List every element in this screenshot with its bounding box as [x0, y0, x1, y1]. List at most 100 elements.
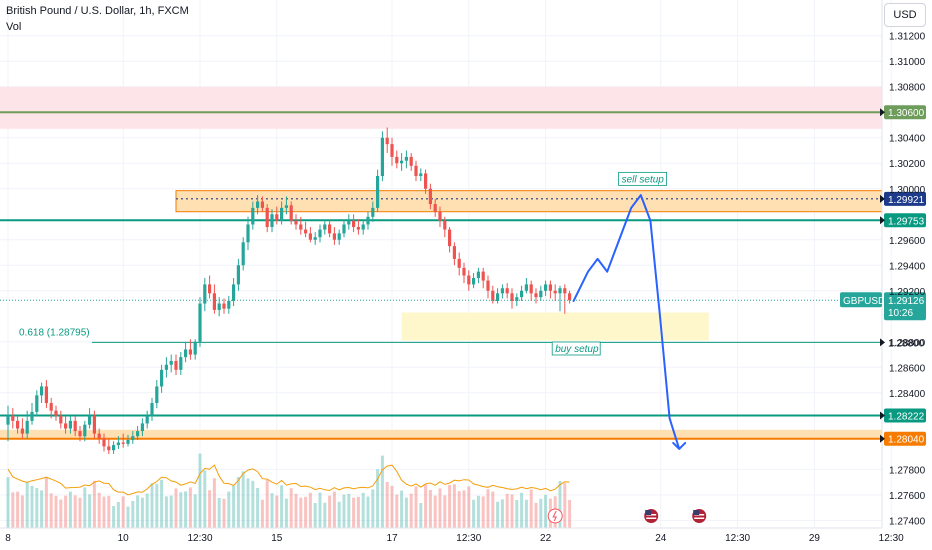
buy-setup-box	[551, 341, 601, 356]
volume-bar	[270, 493, 274, 528]
price-tick-label: 1.30800	[889, 83, 926, 94]
price-scale[interactable]: 1.30600 1.29921 1.29753 1.28800 1.28222 1.280…	[840, 32, 926, 528]
time-tick-label: 8	[5, 533, 11, 544]
candle-body	[323, 224, 327, 230]
time-tick-label: 22	[540, 533, 552, 544]
event-markers[interactable]	[547, 508, 707, 524]
candle-body	[64, 423, 68, 429]
candle-body	[246, 224, 250, 243]
volume-bar	[337, 501, 341, 528]
candle-body	[318, 229, 322, 238]
candle-body	[217, 303, 221, 310]
volume-bar	[16, 491, 20, 528]
volume-bar	[448, 485, 452, 528]
volume-bar	[155, 483, 159, 528]
flash-event-icon[interactable]	[547, 508, 563, 524]
price-tick-label: 1.30200	[889, 159, 926, 170]
volume-bar	[313, 503, 317, 528]
fib-label: 0.618 (1.28795)	[19, 327, 90, 338]
candle-body	[515, 297, 519, 301]
volume-bar	[174, 488, 178, 528]
volume-bar	[544, 494, 548, 528]
volume-bar	[236, 477, 240, 528]
time-tick-label: 15	[271, 533, 283, 544]
volume-bar	[409, 493, 413, 528]
candle-body	[280, 207, 284, 221]
volume-bar	[44, 476, 48, 528]
volume-bar	[558, 481, 562, 528]
flag-stripe	[694, 517, 705, 519]
volume-bar	[323, 502, 327, 528]
volume-bar	[366, 496, 370, 528]
volume-bar	[462, 490, 466, 528]
candle-body	[107, 446, 111, 451]
sell-setup-box	[618, 171, 667, 186]
volume-bars	[6, 453, 572, 528]
volume-bar	[568, 500, 572, 528]
candle-body	[553, 290, 557, 294]
countdown-label: 10:26	[888, 308, 913, 319]
volume-bar	[184, 491, 188, 528]
candle-body	[308, 233, 312, 240]
volume-bar	[97, 492, 101, 528]
volume-bar	[88, 494, 92, 528]
candle-body	[16, 420, 20, 429]
buy-zone	[401, 312, 709, 341]
time-tick-label: 29	[809, 533, 821, 544]
volume-bar	[78, 497, 82, 528]
price-tick-label: 1.28600	[889, 363, 926, 374]
volume-bar	[529, 489, 533, 528]
candle-body	[212, 293, 216, 310]
volume-bar	[232, 485, 236, 528]
supply-zone	[0, 86, 882, 129]
price-tag	[884, 431, 926, 446]
flag-stripe	[646, 517, 657, 519]
volume-bar	[289, 488, 293, 528]
candle-body	[203, 284, 207, 304]
volume-bar	[539, 498, 543, 528]
candle-body	[457, 258, 461, 268]
flag-canton	[645, 510, 652, 515]
volume-bar	[304, 496, 308, 528]
level-arrow-icon	[880, 216, 885, 225]
last-price-tag	[884, 292, 926, 321]
projection-path[interactable]	[572, 194, 687, 450]
candle-body	[232, 284, 236, 301]
currency-button[interactable]: USD	[884, 3, 926, 27]
candle-body	[342, 224, 346, 234]
volume-bar	[217, 498, 221, 528]
candle-body	[347, 220, 351, 225]
volume-bar	[203, 470, 207, 528]
price-tick-label: 1.30000	[889, 185, 926, 196]
candle-body	[467, 275, 471, 285]
volume-bar	[361, 492, 365, 528]
volume-bar	[472, 499, 476, 528]
symbol-title: British Pound / U.S. Dollar, 1h, FXCM	[6, 5, 189, 17]
candle-body	[116, 442, 120, 446]
candle-body	[20, 428, 24, 434]
price-tick-label: 1.31000	[889, 57, 926, 68]
level-arrow-icon	[880, 108, 885, 117]
candle-body	[332, 233, 336, 240]
candle-body	[155, 386, 159, 404]
volume-bar	[356, 496, 360, 528]
level-arrow-icon	[880, 411, 885, 420]
volume-bar	[428, 490, 432, 528]
horizontal-levels[interactable]: 0.618 (1.28795)	[0, 111, 882, 440]
candle-body	[385, 137, 389, 145]
candle-body	[500, 288, 504, 294]
volume-bar	[150, 483, 154, 528]
candle-body	[179, 357, 183, 370]
price-tag	[884, 408, 926, 423]
symbol-tag-label: GBPUSD	[843, 296, 885, 307]
time-tick-label: 24	[655, 533, 667, 544]
volume-bar	[395, 494, 399, 528]
volume-bar	[371, 489, 375, 528]
candle-body	[328, 224, 332, 234]
volume-bar	[294, 493, 298, 528]
candle-body	[548, 284, 552, 291]
candle-body	[227, 300, 231, 309]
volume-bar	[376, 469, 380, 528]
